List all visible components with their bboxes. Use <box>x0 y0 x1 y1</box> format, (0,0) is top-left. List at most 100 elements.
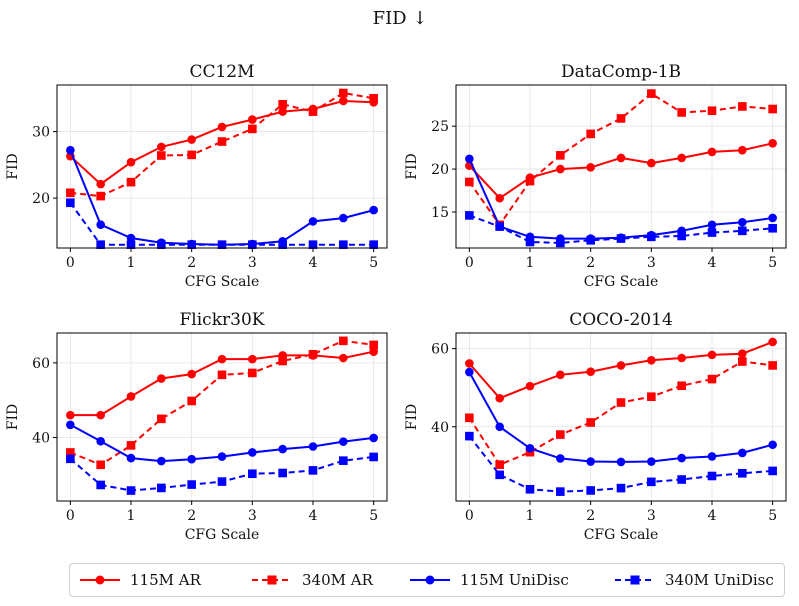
data-point-340m-unidisc <box>465 211 474 220</box>
data-point-340m-unidisc <box>738 468 747 478</box>
data-point-115m-ar <box>339 353 348 363</box>
series-line-115m-unidisc <box>69 149 374 246</box>
data-point-340m-unidisc <box>217 477 227 486</box>
legend-line-dashed-square-icon <box>252 575 292 585</box>
data-point-115m-ar <box>126 157 136 167</box>
data-point-115m-unidisc <box>96 436 105 446</box>
data-point-340m-ar <box>647 89 656 98</box>
data-point-115m-unidisc <box>465 367 474 377</box>
y-tick-label: 25 <box>431 119 449 135</box>
legend-label: 115M UniDisc <box>460 571 569 589</box>
data-point-115m-ar <box>768 139 777 148</box>
x-tick-label: 2 <box>187 255 196 271</box>
legend-label: 115M AR <box>130 571 201 589</box>
data-point-115m-unidisc <box>738 217 747 227</box>
data-point-340m-ar <box>369 94 378 103</box>
chart-panel-coco-2014: 0 1 2 3 4 5 40 60 COCO-2014 CFG Scale FID <box>404 310 787 543</box>
data-point-340m-unidisc <box>187 480 196 489</box>
data-point-115m-ar <box>677 353 686 363</box>
x-tick-label: 3 <box>647 255 656 271</box>
data-point-115m-unidisc <box>495 422 504 432</box>
data-point-340m-unidisc <box>616 234 626 243</box>
data-point-340m-unidisc <box>556 487 565 496</box>
data-point-340m-unidisc <box>586 235 595 245</box>
y-axis-label: FID <box>404 153 420 179</box>
data-point-115m-unidisc <box>308 442 318 451</box>
y-tick-label: 60 <box>431 342 449 358</box>
series-line-340m-ar <box>468 92 773 227</box>
data-point-115m-unidisc <box>187 454 196 464</box>
data-point-115m-ar <box>369 347 378 356</box>
x-tick-label: 4 <box>309 508 318 524</box>
data-point-115m-ar <box>278 107 287 116</box>
x-axis-label: CFG Scale <box>584 527 659 543</box>
data-point-115m-ar <box>768 337 777 347</box>
data-point-115m-ar <box>157 374 166 383</box>
data-point-115m-ar <box>556 164 565 174</box>
data-point-340m-ar <box>339 336 348 346</box>
data-point-340m-unidisc <box>308 466 318 475</box>
data-point-340m-unidisc <box>369 452 378 462</box>
data-point-115m-unidisc <box>556 454 565 463</box>
data-point-340m-unidisc <box>369 240 378 249</box>
data-point-340m-ar <box>707 106 717 116</box>
data-point-340m-unidisc <box>66 454 75 464</box>
data-point-115m-unidisc <box>66 145 75 155</box>
data-point-340m-ar <box>66 188 75 198</box>
y-tick-label: 40 <box>431 420 449 436</box>
data-point-340m-unidisc <box>647 477 656 487</box>
data-point-340m-unidisc <box>738 226 747 236</box>
x-tick-label: 3 <box>647 508 656 524</box>
series-line-115m-unidisc <box>468 158 773 240</box>
axes-frame <box>455 84 787 249</box>
data-point-340m-ar <box>157 151 166 160</box>
figure-title: FID ↓ <box>373 8 428 29</box>
data-point-115m-ar <box>465 359 474 368</box>
panel-title: COCO-2014 <box>569 310 673 330</box>
data-point-115m-ar <box>525 381 535 391</box>
data-point-115m-unidisc <box>525 443 535 453</box>
x-tick-label: 1 <box>526 508 535 524</box>
x-tick-label: 2 <box>586 255 595 271</box>
data-point-340m-unidisc <box>187 240 196 249</box>
series-line-340m-ar <box>70 91 374 198</box>
data-point-115m-ar <box>556 370 565 380</box>
chart-panel-flickr30k: 0 1 2 3 4 5 40 60 Flickr30K CFG Scale FID <box>5 310 388 543</box>
data-point-340m-ar <box>495 460 504 469</box>
y-axis-label: FID <box>5 404 21 430</box>
data-point-340m-unidisc <box>96 480 105 490</box>
data-point-115m-ar <box>707 147 717 157</box>
y-tick-label: 60 <box>32 356 50 372</box>
data-point-340m-ar <box>677 381 686 391</box>
data-point-340m-unidisc <box>495 222 504 231</box>
x-tick-label: 4 <box>708 255 717 271</box>
data-point-340m-unidisc <box>157 240 166 249</box>
data-point-115m-ar <box>495 393 504 403</box>
data-point-115m-ar <box>616 361 626 370</box>
x-tick-label: 5 <box>369 508 378 524</box>
legend-item-115m-unidisc: 115M UniDisc <box>410 564 569 596</box>
legend-line-dashed-square-icon <box>615 575 655 585</box>
data-point-340m-ar <box>465 177 474 187</box>
data-point-115m-unidisc <box>369 433 378 443</box>
data-point-115m-ar <box>217 354 227 364</box>
data-point-340m-ar <box>126 177 136 187</box>
data-point-115m-unidisc <box>616 457 626 467</box>
data-point-340m-ar <box>738 102 747 111</box>
data-point-115m-ar <box>187 135 196 144</box>
data-point-340m-ar <box>157 414 166 424</box>
data-point-340m-ar <box>96 460 105 470</box>
legend-line-solid-circle-icon <box>410 575 450 585</box>
data-point-340m-unidisc <box>525 484 535 494</box>
data-point-340m-ar <box>465 413 474 423</box>
x-axis-label: CFG Scale <box>185 527 260 543</box>
x-tick-label: 2 <box>586 508 595 524</box>
x-tick-label: 5 <box>369 255 378 271</box>
data-point-115m-ar <box>217 122 227 132</box>
data-point-340m-ar <box>308 349 318 359</box>
chart-panel-cc12m: 0 1 2 3 4 5 20 30 CC12M CFG Scale FID <box>5 62 388 290</box>
data-point-115m-unidisc <box>707 452 717 461</box>
x-tick-label: 3 <box>248 508 257 524</box>
y-axis-label: FID <box>404 404 420 430</box>
data-point-340m-ar <box>369 340 378 350</box>
